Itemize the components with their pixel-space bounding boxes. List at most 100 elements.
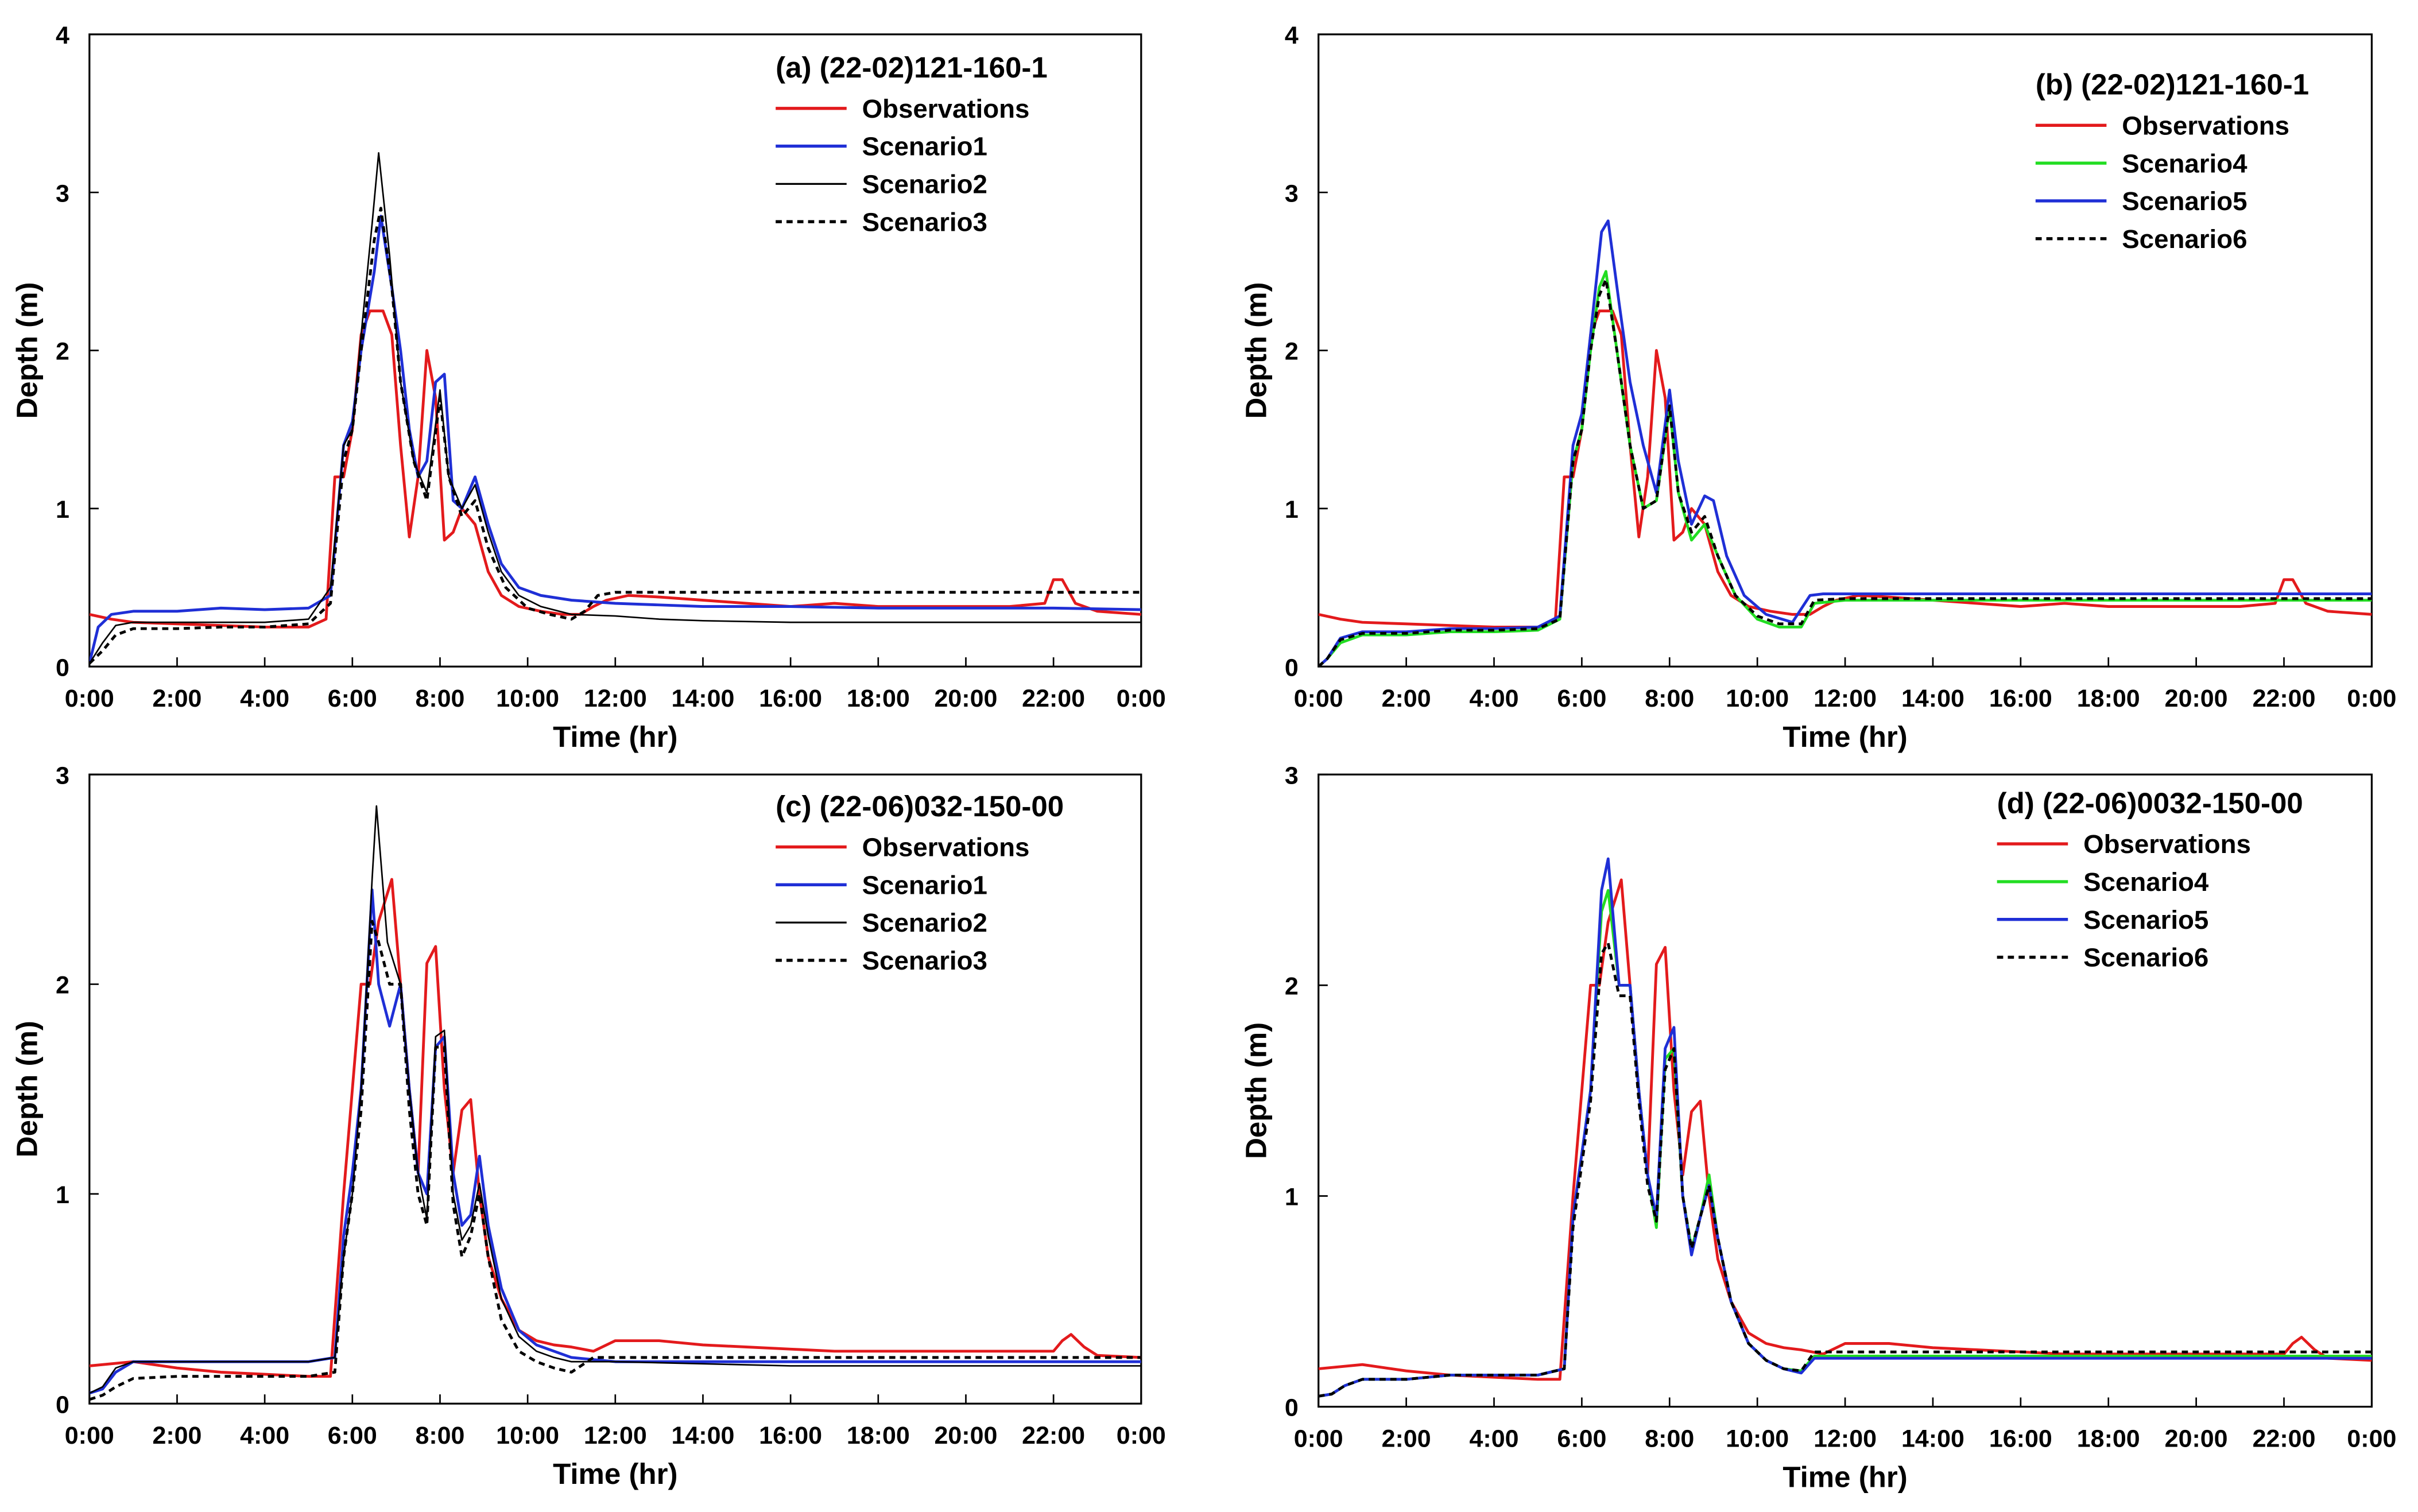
x-tick-label: 10:00 xyxy=(1726,685,1789,712)
series-line-scenario6 xyxy=(1318,278,2372,667)
legend-label: Scenario5 xyxy=(2083,905,2208,935)
x-tick-label: 22:00 xyxy=(2253,685,2316,712)
y-axis-title: Depth (m) xyxy=(1239,1022,1272,1159)
chart-panel-0: 0:00 2:00 4:00 6:00 8:00 10:00 12:00 14:00 16:00… xyxy=(10,22,1165,753)
x-tick-label: 18:00 xyxy=(2077,685,2140,712)
x-tick-label: 8:00 xyxy=(415,1422,464,1449)
x-tick-label: 12:00 xyxy=(1814,1425,1877,1452)
x-tick-label: 20:00 xyxy=(935,685,998,712)
x-tick-label: 0:00 xyxy=(1294,1425,1343,1452)
x-axis-title: Time (hr) xyxy=(553,1457,677,1490)
x-tick-label: 18:00 xyxy=(2077,1425,2140,1452)
x-tick-label: 2:00 xyxy=(152,1422,202,1449)
x-tick-label: 10:00 xyxy=(1726,1425,1789,1452)
plot-frame xyxy=(88,33,1142,668)
y-axis-title: Depth (m) xyxy=(10,282,43,418)
legend-label: Scenario1 xyxy=(862,870,987,900)
x-tick-label: 12:00 xyxy=(584,1422,647,1449)
x-tick-label: 4:00 xyxy=(1469,1425,1518,1452)
y-tick-label: 3 xyxy=(1285,762,1299,789)
y-tick-label: 1 xyxy=(1285,1184,1299,1211)
y-tick-label: 1 xyxy=(56,1181,69,1209)
x-tick-label: 2:00 xyxy=(152,685,202,712)
x-tick-label: 6:00 xyxy=(328,685,377,712)
legend-label: Observations xyxy=(2122,111,2289,140)
x-tick-label: 20:00 xyxy=(2165,685,2228,712)
x-axis-title: Time (hr) xyxy=(553,720,677,753)
x-axis-title: Time (hr) xyxy=(1782,720,1907,753)
x-tick-label: 0:00 xyxy=(2347,685,2396,712)
series-line-scenario2 xyxy=(89,805,1141,1394)
x-tick-label: 0:00 xyxy=(65,685,114,712)
y-tick-label: 2 xyxy=(1285,972,1299,1000)
y-tick-label: 0 xyxy=(1285,1394,1299,1422)
x-tick-label: 18:00 xyxy=(847,685,910,712)
series-line-scenario6 xyxy=(1318,941,2372,1398)
x-tick-label: 22:00 xyxy=(1022,685,1085,712)
legend-label: Scenario3 xyxy=(862,207,987,237)
x-tick-label: 4:00 xyxy=(240,685,289,712)
y-axis-title: Depth (m) xyxy=(1239,282,1272,418)
x-tick-label: 20:00 xyxy=(935,1422,998,1449)
legend-label: Scenario2 xyxy=(862,908,987,937)
x-tick-label: 14:00 xyxy=(1901,1425,1964,1452)
x-tick-label: 16:00 xyxy=(1989,1425,2052,1452)
x-tick-label: 16:00 xyxy=(1989,685,2052,712)
y-tick-label: 3 xyxy=(1285,180,1299,207)
series-line-scenario4 xyxy=(1318,270,2372,667)
series-line-scenario4 xyxy=(1318,889,2372,1398)
series-line-scenario1 xyxy=(89,215,1141,664)
y-tick-label: 3 xyxy=(56,762,69,789)
plot-frame xyxy=(88,773,1142,1405)
chart-panel-2: 0:00 2:00 4:00 6:00 8:00 10:00 12:00 14:00 16:00… xyxy=(10,762,1165,1490)
legend-label: Observations xyxy=(862,833,1030,862)
legend-label: Scenario3 xyxy=(862,946,987,975)
y-tick-label: 4 xyxy=(56,22,69,49)
x-tick-label: 6:00 xyxy=(1557,1425,1606,1452)
y-tick-label: 3 xyxy=(56,180,69,207)
series-line-scenario5 xyxy=(1318,857,2372,1398)
legend-label: Scenario4 xyxy=(2083,867,2209,897)
y-tick-label: 0 xyxy=(1285,654,1299,681)
x-tick-label: 16:00 xyxy=(759,1422,822,1449)
x-tick-label: 20:00 xyxy=(2165,1425,2228,1452)
y-axis-title: Depth (m) xyxy=(10,1021,43,1157)
x-tick-label: 2:00 xyxy=(1382,685,1431,712)
x-tick-label: 0:00 xyxy=(1294,685,1343,712)
chart-panel-1: 0:00 2:00 4:00 6:00 8:00 10:00 12:00 14:00 16:00… xyxy=(1239,22,2396,753)
series-line-scenario5 xyxy=(1318,219,2372,667)
x-tick-label: 12:00 xyxy=(584,685,647,712)
series-line-scenario3 xyxy=(89,207,1141,665)
series-line-observations xyxy=(89,878,1141,1378)
x-tick-label: 2:00 xyxy=(1382,1425,1431,1452)
y-tick-label: 2 xyxy=(56,338,69,366)
panel-title: (c) (22-06)032-150-00 xyxy=(776,790,1064,823)
legend-label: Scenario6 xyxy=(2122,224,2247,254)
x-tick-label: 6:00 xyxy=(1557,685,1606,712)
x-tick-label: 16:00 xyxy=(759,685,822,712)
x-tick-label: 12:00 xyxy=(1814,685,1877,712)
y-tick-label: 0 xyxy=(56,654,69,681)
plot-frame xyxy=(1318,773,2373,1408)
x-tick-label: 0:00 xyxy=(65,1422,114,1449)
x-tick-label: 0:00 xyxy=(1117,685,1166,712)
x-tick-label: 8:00 xyxy=(415,685,464,712)
x-tick-label: 8:00 xyxy=(1645,1425,1694,1452)
legend-label: Observations xyxy=(2083,829,2251,859)
x-tick-label: 10:00 xyxy=(496,685,559,712)
x-tick-label: 18:00 xyxy=(847,1422,910,1449)
legend-label: Scenario1 xyxy=(862,132,987,161)
x-tick-label: 4:00 xyxy=(1469,685,1518,712)
x-axis-title: Time (hr) xyxy=(1782,1460,1907,1493)
series-line-observations xyxy=(1318,309,2372,629)
legend-label: Scenario4 xyxy=(2122,149,2248,178)
x-tick-label: 22:00 xyxy=(1022,1422,1085,1449)
y-tick-label: 0 xyxy=(56,1391,69,1418)
x-tick-label: 8:00 xyxy=(1645,685,1694,712)
series-line-scenario3 xyxy=(89,920,1141,1401)
x-tick-label: 0:00 xyxy=(1117,1422,1166,1449)
x-tick-label: 22:00 xyxy=(2253,1425,2316,1452)
legend-label: Scenario5 xyxy=(2122,187,2247,216)
y-tick-label: 1 xyxy=(1285,496,1299,524)
